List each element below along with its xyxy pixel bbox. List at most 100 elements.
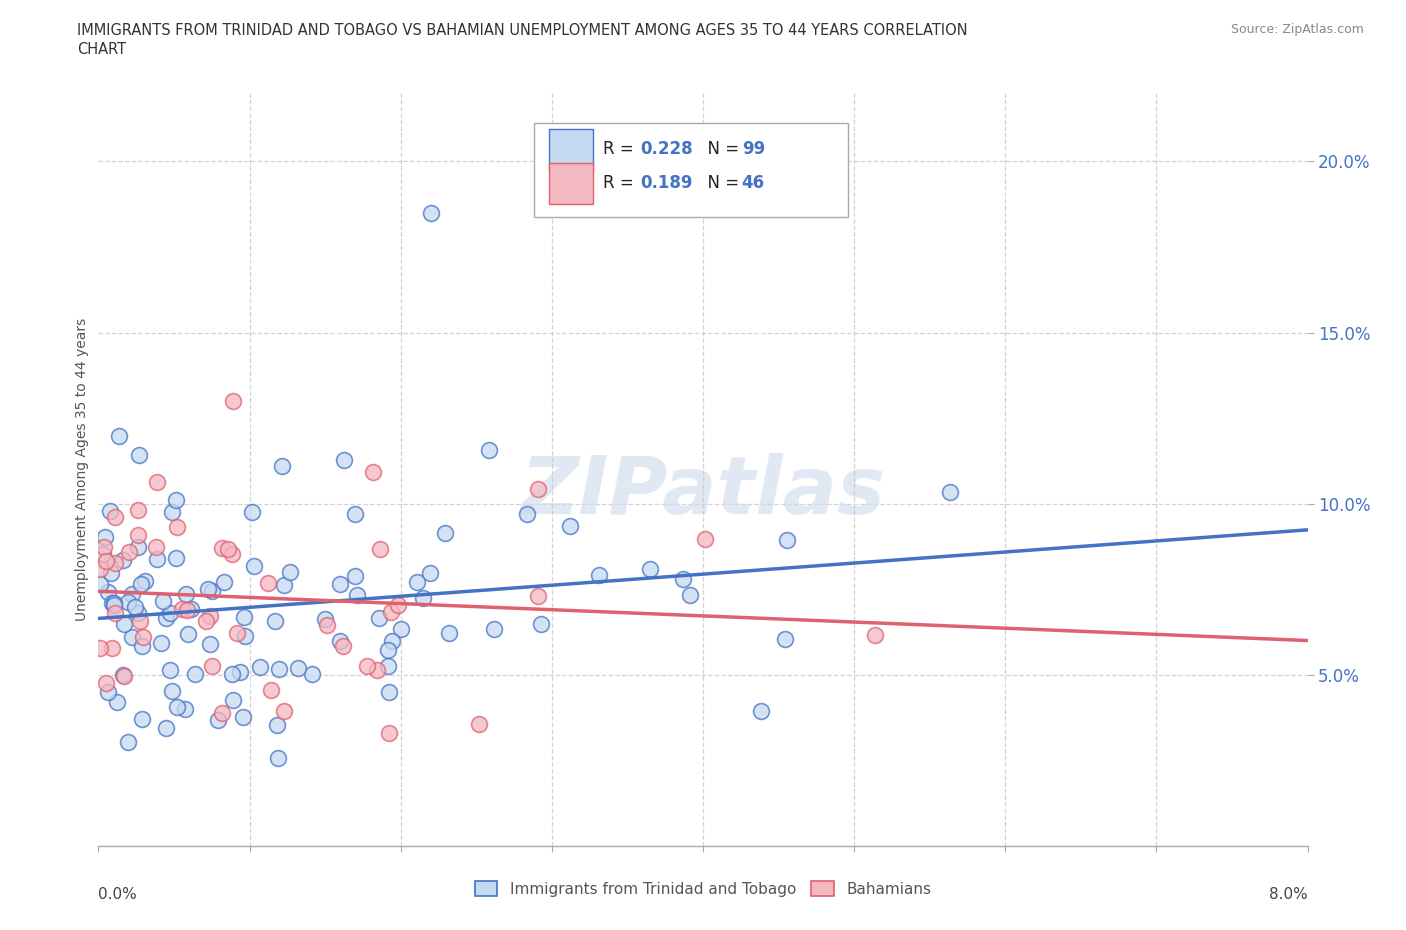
FancyBboxPatch shape — [534, 123, 848, 218]
Point — [118, 544, 141, 559]
Point — [420, 206, 443, 220]
Point — [368, 611, 391, 626]
Point — [211, 540, 233, 555]
Point — [96, 675, 118, 690]
Point — [263, 613, 285, 628]
Point — [129, 614, 152, 629]
Point — [100, 565, 122, 580]
Point — [121, 587, 143, 602]
Point — [315, 618, 337, 632]
Point — [773, 631, 796, 646]
Point — [356, 658, 378, 673]
Point — [152, 593, 174, 608]
Point — [198, 636, 221, 651]
Point — [412, 591, 434, 605]
Point — [478, 442, 501, 457]
Point — [240, 505, 263, 520]
Point — [112, 552, 135, 567]
Point — [177, 626, 200, 641]
Point — [89, 577, 111, 591]
Point — [174, 587, 197, 602]
Point — [221, 666, 243, 681]
Point — [195, 613, 218, 628]
Point — [104, 556, 127, 571]
Point — [387, 598, 409, 613]
Point — [516, 507, 538, 522]
Point — [588, 568, 610, 583]
Point — [89, 641, 111, 656]
Point — [439, 626, 461, 641]
Point — [344, 507, 367, 522]
Point — [198, 608, 221, 623]
Point — [160, 684, 183, 698]
Point — [184, 667, 207, 682]
Point — [271, 458, 294, 473]
Point — [266, 718, 288, 733]
Point — [434, 525, 457, 540]
Point — [377, 726, 399, 741]
Point — [155, 610, 177, 625]
Point — [749, 704, 772, 719]
Point — [222, 693, 245, 708]
Point — [377, 658, 399, 673]
Point — [127, 605, 149, 620]
Point — [97, 585, 120, 600]
Point — [112, 669, 135, 684]
Point — [287, 661, 309, 676]
Point — [221, 546, 243, 561]
Point — [165, 493, 187, 508]
Point — [174, 701, 197, 716]
Point — [124, 600, 146, 615]
Point — [482, 621, 505, 636]
Point — [233, 629, 256, 644]
Point — [94, 529, 117, 544]
Point — [197, 581, 219, 596]
Point — [111, 668, 134, 683]
Point — [333, 452, 356, 467]
Point — [366, 662, 388, 677]
Point — [332, 639, 354, 654]
Text: 0.0%: 0.0% — [98, 887, 138, 902]
Point — [104, 510, 127, 525]
Point — [249, 659, 271, 674]
Point — [217, 542, 239, 557]
Point — [273, 578, 295, 592]
Point — [301, 667, 323, 682]
Text: 99: 99 — [742, 140, 765, 158]
Point — [103, 597, 125, 612]
Point — [134, 574, 156, 589]
Point — [361, 464, 384, 479]
Text: ZIPatlas: ZIPatlas — [520, 453, 886, 531]
Point — [207, 712, 229, 727]
Point — [129, 577, 152, 591]
Point — [149, 635, 172, 650]
Point — [131, 712, 153, 727]
Text: R =: R = — [603, 140, 638, 158]
Point — [127, 503, 149, 518]
Point — [93, 539, 115, 554]
Point — [679, 588, 702, 603]
Point — [94, 553, 117, 568]
Point — [211, 706, 233, 721]
FancyBboxPatch shape — [550, 129, 593, 170]
Point — [267, 751, 290, 765]
Point — [91, 547, 114, 562]
Point — [226, 626, 249, 641]
Point — [103, 595, 125, 610]
Point — [159, 663, 181, 678]
Point — [259, 683, 281, 698]
Point — [389, 622, 412, 637]
Point — [176, 603, 198, 618]
Point — [232, 710, 254, 724]
Point — [222, 393, 245, 408]
Point — [121, 630, 143, 644]
Point — [166, 520, 188, 535]
Point — [329, 633, 352, 648]
Point — [693, 532, 716, 547]
Text: IMMIGRANTS FROM TRINIDAD AND TOBAGO VS BAHAMIAN UNEMPLOYMENT AMONG AGES 35 TO 44: IMMIGRANTS FROM TRINIDAD AND TOBAGO VS B… — [77, 23, 967, 38]
Point — [105, 695, 128, 710]
Legend: Immigrants from Trinidad and Tobago, Bahamians: Immigrants from Trinidad and Tobago, Bah… — [468, 874, 938, 903]
Point — [638, 562, 661, 577]
Point — [267, 661, 290, 676]
Point — [127, 527, 149, 542]
